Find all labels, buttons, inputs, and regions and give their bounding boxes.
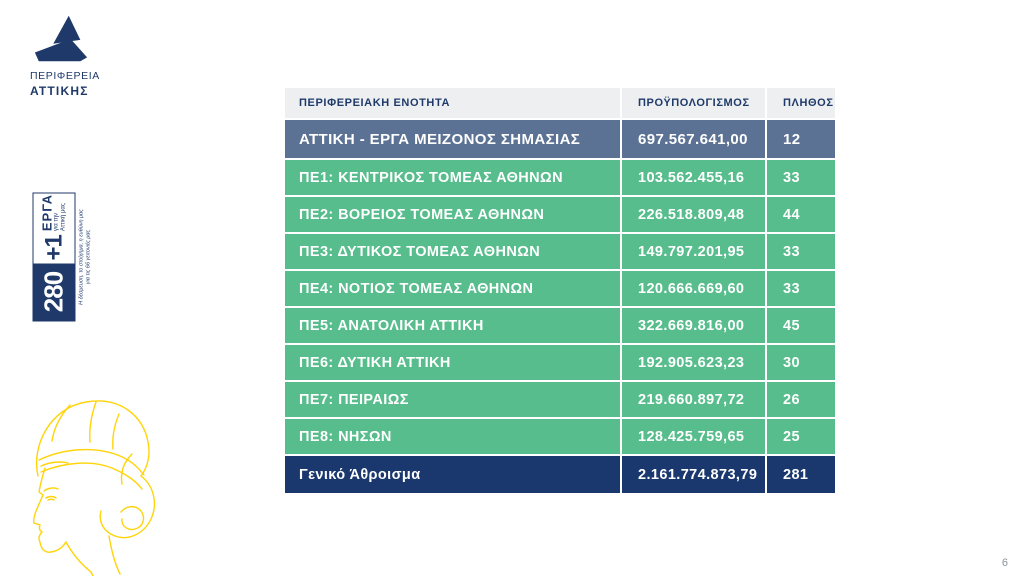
budget-table: ΠΕΡΙΦΕΡΕΙΑΚΗ ΕΝΟΤΗΤΑ ΠΡΟΫΠΟΛΟΓΙΣΜΟΣ ΠΛΗΘ…: [285, 88, 835, 493]
cell-budget: 128.425.759,65: [620, 419, 765, 454]
cell-budget: 2.161.774.873,79: [620, 456, 765, 493]
cell-unit: ΑΤΤΙΚΗ - ΕΡΓΑ ΜΕΙΖΟΝΟΣ ΣΗΜΑΣΙΑΣ: [299, 130, 581, 148]
cell-unit: ΠΕ1: ΚΕΝΤΡΙΚΟΣ ΤΟΜΕΑΣ ΑΘΗΝΩΝ: [299, 169, 563, 186]
region-logo: ΠΕΡΙΦΕΡΕΙΑ ΑΤΤΙΚΗΣ: [30, 12, 140, 98]
cell-count: 44: [765, 197, 835, 232]
badge-tagline-line1: Η δέσμευση, το στοίχημα, η ευθύνη μας: [78, 209, 85, 305]
cell-budget: 103.562.455,16: [620, 160, 765, 195]
badge-number: 280: [33, 263, 75, 321]
cell-count: 25: [765, 419, 835, 454]
280plus1-badge: 280 +1 ΕΡΓΑ για την Αττική μας Η δέσμευσ…: [32, 192, 99, 322]
cell-budget: 149.797.201,95: [620, 234, 765, 269]
table-body: ΠΕ1: ΚΕΝΤΡΙΚΟΣ ΤΟΜΕΑΣ ΑΘΗΝΩΝ 103.562.455…: [285, 160, 835, 454]
logo-text-perifereia: ΠΕΡΙΦΕΡΕΙΑ: [30, 70, 100, 82]
cell-unit: ΠΕ4: ΝΟΤΙΟΣ ΤΟΜΕΑΣ ΑΘΗΝΩΝ: [299, 280, 534, 297]
table-row: ΠΕ8: ΝΗΣΩΝ 128.425.759,65 25: [285, 419, 835, 454]
badge-tagline: Η δέσμευση, το στοίχημα, η ευθύνη μας γι…: [79, 193, 92, 322]
cell-unit: Γενικό Άθροισμα: [299, 466, 421, 483]
cell-count: 33: [765, 271, 835, 306]
badge-tagline-line2: για τις 66 γειτονιές μας: [85, 229, 91, 285]
table-row: ΠΕ7: ΠΕΙΡΑΙΩΣ 219.660.897,72 26: [285, 382, 835, 417]
cell-count: 12: [765, 120, 835, 158]
cell-unit: ΠΕ6: ΔΥΤΙΚΗ ΑΤΤΙΚΗ: [299, 354, 451, 371]
badge-box: 280 +1 ΕΡΓΑ για την Αττική μας: [32, 192, 76, 322]
page-number: 6: [1001, 557, 1008, 569]
table-row: ΠΕ6: ΔΥΤΙΚΗ ΑΤΤΙΚΗ 192.905.623,23 30: [285, 345, 835, 380]
cell-count: 45: [765, 308, 835, 343]
table-row: ΠΕ3: ΔΥΤΙΚΟΣ ΤΟΜΕΑΣ ΑΘΗΝΩΝ 149.797.201,9…: [285, 234, 835, 269]
cell-unit: ΠΕ3: ΔΥΤΙΚΟΣ ΤΟΜΕΑΣ ΑΘΗΝΩΝ: [299, 243, 541, 260]
attica-triangle-icon: [34, 15, 88, 62]
cell-budget: 120.666.669,60: [620, 271, 765, 306]
logo-text-attikis: ΑΤΤΙΚΗΣ: [30, 84, 89, 98]
badge-sub-line1: για την: [53, 212, 60, 232]
cell-budget: 226.518.809,48: [620, 197, 765, 232]
athena-head-line-art: [32, 400, 156, 576]
table-row: ΠΕ1: ΚΕΝΤΡΙΚΟΣ ΤΟΜΕΑΣ ΑΘΗΝΩΝ 103.562.455…: [285, 160, 835, 195]
cell-budget: 697.567.641,00: [620, 120, 765, 158]
table-row-attiki-major-works: ΑΤΤΙΚΗ - ΕΡΓΑ ΜΕΙΖΟΝΟΣ ΣΗΜΑΣΙΑΣ 697.567.…: [285, 120, 835, 158]
badge-plus-one: +1: [40, 235, 67, 261]
cell-budget: 192.905.623,23: [620, 345, 765, 380]
table-row: ΠΕ5: ΑΝΑΤΟΛΙΚΗ ΑΤΤΙΚΗ 322.669.816,00 45: [285, 308, 835, 343]
table-header-row: ΠΕΡΙΦΕΡΕΙΑΚΗ ΕΝΟΤΗΤΑ ΠΡΟΫΠΟΛΟΓΙΣΜΟΣ ΠΛΗΘ…: [285, 88, 835, 118]
header-budget: ΠΡΟΫΠΟΛΟΓΙΣΜΟΣ: [620, 88, 765, 118]
cell-unit: ΠΕ8: ΝΗΣΩΝ: [299, 428, 392, 445]
table-row-grand-total: Γενικό Άθροισμα 2.161.774.873,79 281: [285, 456, 835, 493]
cell-count: 30: [765, 345, 835, 380]
badge-sub-line2: Αττική μας: [60, 203, 67, 232]
badge-erga-label: ΕΡΓΑ: [39, 193, 55, 232]
table-row: ΠΕ2: ΒΟΡΕΙΟΣ ΤΟΜΕΑΣ ΑΘΗΝΩΝ 226.518.809,4…: [285, 197, 835, 232]
table-row: ΠΕ4: ΝΟΤΙΟΣ ΤΟΜΕΑΣ ΑΘΗΝΩΝ 120.666.669,60…: [285, 271, 835, 306]
cell-count: 33: [765, 234, 835, 269]
cell-count: 281: [765, 456, 835, 493]
cell-unit: ΠΕ7: ΠΕΙΡΑΙΩΣ: [299, 391, 409, 408]
header-count: ΠΛΗΘΟΣ: [765, 88, 835, 118]
cell-count: 33: [765, 160, 835, 195]
cell-budget: 219.660.897,72: [620, 382, 765, 417]
cell-unit: ΠΕ2: ΒΟΡΕΙΟΣ ΤΟΜΕΑΣ ΑΘΗΝΩΝ: [299, 206, 545, 223]
cell-unit: ΠΕ5: ΑΝΑΤΟΛΙΚΗ ΑΤΤΙΚΗ: [299, 317, 484, 334]
header-unit: ΠΕΡΙΦΕΡΕΙΑΚΗ ΕΝΟΤΗΤΑ: [299, 97, 451, 109]
cell-count: 26: [765, 382, 835, 417]
cell-budget: 322.669.816,00: [620, 308, 765, 343]
